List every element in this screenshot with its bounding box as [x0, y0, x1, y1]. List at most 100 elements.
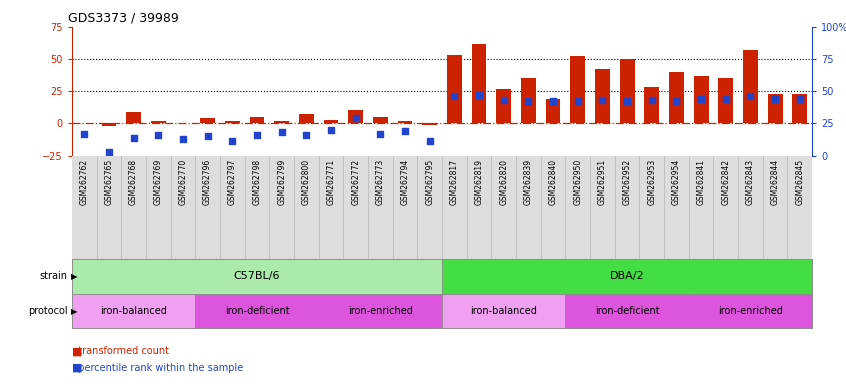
Bar	[793, 94, 807, 123]
Point	[547, 98, 560, 104]
Text: GSM262770: GSM262770	[179, 159, 188, 205]
Point	[423, 138, 437, 144]
Bar	[72, 294, 195, 328]
Point	[497, 97, 510, 103]
Text: C57BL/6: C57BL/6	[233, 271, 280, 281]
Bar	[768, 94, 783, 123]
Text: GSM262797: GSM262797	[228, 159, 237, 205]
Point	[78, 131, 91, 137]
Bar	[349, 111, 363, 123]
Text: GSM262820: GSM262820	[499, 159, 508, 205]
Bar	[442, 294, 565, 328]
Bar	[299, 114, 314, 123]
Bar	[521, 78, 536, 123]
Bar	[645, 87, 659, 123]
Bar	[743, 50, 758, 123]
Text: iron-enriched: iron-enriched	[718, 306, 783, 316]
Bar	[565, 294, 689, 328]
Bar	[250, 117, 264, 123]
Point	[127, 134, 140, 141]
Bar	[694, 76, 708, 123]
Bar	[398, 121, 413, 123]
Point	[201, 133, 214, 139]
Text: GSM262795: GSM262795	[426, 159, 434, 205]
Text: GSM262951: GSM262951	[598, 159, 607, 205]
Text: GSM262950: GSM262950	[574, 159, 582, 205]
Point	[695, 96, 708, 102]
Text: GSM262953: GSM262953	[647, 159, 656, 205]
Bar	[102, 123, 116, 126]
Bar	[422, 123, 437, 125]
Bar	[497, 89, 511, 123]
Point	[472, 92, 486, 98]
Text: GSM262841: GSM262841	[696, 159, 706, 205]
Text: strain: strain	[40, 271, 68, 281]
Bar	[195, 294, 319, 328]
Point	[151, 132, 165, 138]
Text: ▶: ▶	[71, 306, 78, 316]
Bar	[373, 117, 387, 123]
Point	[349, 115, 362, 121]
Bar	[689, 294, 812, 328]
Point	[645, 97, 658, 103]
Text: ■: ■	[72, 363, 82, 373]
Bar	[669, 72, 684, 123]
Text: GSM262768: GSM262768	[129, 159, 138, 205]
Bar	[546, 99, 560, 123]
Text: GSM262817: GSM262817	[450, 159, 459, 205]
Text: GSM262845: GSM262845	[795, 159, 805, 205]
Text: GDS3373 / 39989: GDS3373 / 39989	[69, 11, 179, 24]
Bar	[471, 44, 486, 123]
Bar	[201, 118, 215, 123]
Point	[102, 149, 116, 155]
Text: GSM262819: GSM262819	[475, 159, 484, 205]
Text: iron-balanced: iron-balanced	[470, 306, 537, 316]
Text: GSM262794: GSM262794	[400, 159, 409, 205]
Text: GSM262842: GSM262842	[722, 159, 730, 205]
Bar	[151, 121, 166, 123]
Point	[596, 97, 609, 103]
Point	[768, 96, 782, 102]
Text: protocol: protocol	[28, 306, 68, 316]
Text: GSM262772: GSM262772	[351, 159, 360, 205]
Text: GSM262771: GSM262771	[327, 159, 336, 205]
Text: GSM262952: GSM262952	[623, 159, 632, 205]
Text: GSM262762: GSM262762	[80, 159, 89, 205]
Text: GSM262796: GSM262796	[203, 159, 212, 205]
Bar	[619, 59, 634, 123]
Point	[571, 98, 585, 104]
Bar	[595, 70, 610, 123]
Bar	[718, 78, 733, 123]
Bar	[447, 55, 462, 123]
Point	[226, 138, 239, 144]
Point	[620, 98, 634, 104]
Point	[719, 96, 733, 102]
Point	[176, 136, 190, 142]
Text: ■: ■	[72, 346, 82, 356]
Text: transformed count: transformed count	[72, 346, 169, 356]
Text: iron-deficient: iron-deficient	[595, 306, 659, 316]
Text: GSM262773: GSM262773	[376, 159, 385, 205]
Bar	[319, 294, 442, 328]
Point	[793, 96, 806, 102]
Text: DBA/2: DBA/2	[610, 271, 645, 281]
Bar	[442, 259, 812, 294]
Text: GSM262844: GSM262844	[771, 159, 780, 205]
Text: GSM262769: GSM262769	[154, 159, 162, 205]
Bar	[72, 259, 442, 294]
Point	[448, 93, 461, 99]
Text: GSM262765: GSM262765	[104, 159, 113, 205]
Bar	[274, 121, 289, 123]
Point	[374, 131, 387, 137]
Text: ▶: ▶	[71, 272, 78, 281]
Bar	[570, 56, 585, 123]
Text: GSM262800: GSM262800	[302, 159, 310, 205]
Point	[299, 132, 313, 138]
Text: GSM262799: GSM262799	[277, 159, 286, 205]
Text: percentile rank within the sample: percentile rank within the sample	[72, 363, 243, 373]
Text: iron-enriched: iron-enriched	[348, 306, 413, 316]
Point	[670, 98, 684, 104]
Text: GSM262839: GSM262839	[524, 159, 533, 205]
Point	[522, 98, 536, 104]
Bar	[225, 121, 239, 123]
